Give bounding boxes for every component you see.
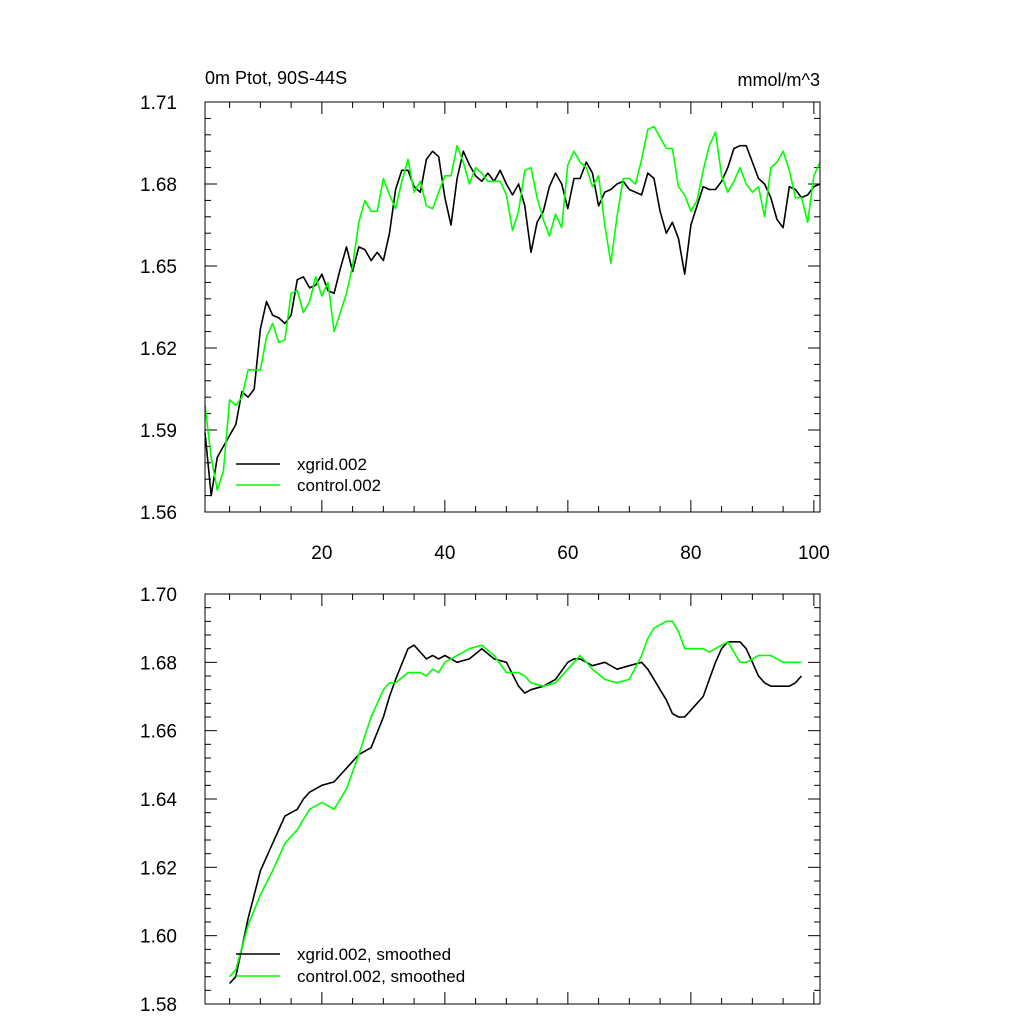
x-tick-label: 100 — [798, 543, 830, 564]
top-panel-ticks: 1.56 1.59 1.62 1.65 1.68 1.71 20 40 60 80 100 — [140, 93, 830, 564]
top-panel-legend: xgrid.002 control.002 — [236, 455, 381, 495]
y-tick-label: 1.71 — [140, 93, 177, 114]
x-tick-label: 80 — [680, 543, 701, 564]
top-legend-label: xgrid.002 — [297, 455, 367, 474]
y-tick-label: 1.58 — [140, 995, 177, 1016]
top-series-line-control — [204, 125, 821, 491]
bottom-series-line-control — [229, 620, 802, 978]
y-tick-label: 1.60 — [140, 927, 177, 948]
x-tick-label: 60 — [557, 543, 578, 564]
y-tick-label: 1.62 — [140, 339, 177, 360]
y-tick-label: 1.56 — [140, 503, 177, 524]
y-tick-label: 1.62 — [140, 858, 177, 879]
bottom-panel-legend: xgrid.002, smoothed control.002, smoothed — [236, 945, 465, 986]
bottom-panel-ticks: 1.58 1.60 1.62 1.64 1.66 1.68 1.70 — [140, 585, 820, 1016]
y-tick-label: 1.66 — [140, 722, 177, 743]
top-legend-label: control.002 — [297, 476, 381, 495]
y-tick-label: 1.65 — [140, 257, 177, 278]
top-panel-frame — [204, 101, 821, 513]
top-panel-units: mmol/m^3 — [738, 70, 820, 90]
bottom-panel: 1.58 1.60 1.62 1.64 1.66 1.68 1.70 xgrid.002, … — [140, 585, 821, 1016]
top-panel: 0m Ptot, 90S-44S mmol/m^3 1.561.591.621.… — [140, 68, 830, 564]
bottom-panel-frame — [204, 593, 821, 1005]
bottom-legend-label: control.002, smoothed — [297, 967, 465, 986]
x-tick-label: 40 — [434, 543, 455, 564]
x-tick-label: 20 — [311, 543, 332, 564]
y-tick-label: 1.68 — [140, 175, 177, 196]
bottom-series-line-xgrid — [229, 640, 803, 985]
y-tick-label: 1.64 — [140, 790, 177, 811]
y-tick-label: 1.70 — [140, 585, 177, 606]
top-panel-title: 0m Ptot, 90S-44S — [205, 68, 347, 88]
y-tick-label: 1.68 — [140, 653, 177, 674]
y-tick-label: 1.59 — [140, 421, 177, 442]
bottom-panel-series — [229, 620, 803, 985]
bottom-legend-label: xgrid.002, smoothed — [297, 945, 451, 964]
top-panel-series — [204, 125, 821, 497]
top-series-line-xgrid — [204, 144, 821, 497]
